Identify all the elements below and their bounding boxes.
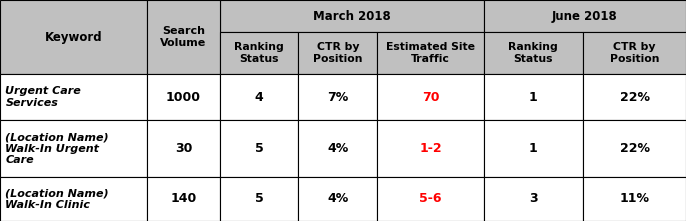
Text: 7%: 7% [327,91,348,104]
Bar [147,0,220,74]
Text: Estimated Site
Traffic: Estimated Site Traffic [386,42,475,64]
Text: 1: 1 [529,142,538,155]
Bar [484,120,583,177]
Text: CTR by
Position: CTR by Position [610,42,659,64]
Bar [377,74,484,120]
Bar [0,74,147,120]
Text: 1000: 1000 [166,91,201,104]
Bar [583,177,686,221]
Bar [220,74,298,120]
Bar [484,0,686,32]
Bar [0,0,147,74]
Text: 3: 3 [529,192,538,205]
Text: 4%: 4% [327,142,348,155]
Bar [298,120,377,177]
Text: 1: 1 [529,91,538,104]
Text: 22%: 22% [619,142,650,155]
Text: 4%: 4% [327,192,348,205]
Text: March 2018: March 2018 [313,10,390,23]
Text: CTR by
Position: CTR by Position [313,42,363,64]
Bar [0,120,147,177]
Text: Ranking
Status: Ranking Status [234,42,284,64]
Bar [147,177,220,221]
Bar [583,74,686,120]
Bar [484,32,583,74]
Text: 22%: 22% [619,91,650,104]
Bar [220,120,298,177]
Text: 4: 4 [255,91,263,104]
Text: June 2018: June 2018 [552,10,617,23]
Bar [377,120,484,177]
Text: Keyword: Keyword [45,30,103,44]
Text: 1-2: 1-2 [419,142,442,155]
Bar [377,177,484,221]
Text: 140: 140 [170,192,197,205]
Text: 11%: 11% [619,192,650,205]
Bar [484,177,583,221]
Text: (Location Name)
Walk-In Urgent
Care: (Location Name) Walk-In Urgent Care [5,132,109,165]
Text: (Location Name)
Walk-In Clinic: (Location Name) Walk-In Clinic [5,188,109,210]
Bar [220,177,298,221]
Bar [377,32,484,74]
Bar [298,74,377,120]
Bar [583,120,686,177]
Text: 70: 70 [422,91,439,104]
Text: Ranking
Status: Ranking Status [508,42,558,64]
Text: 5-6: 5-6 [419,192,442,205]
Text: Search
Volume: Search Volume [161,26,206,48]
Bar [484,74,583,120]
Bar [147,120,220,177]
Bar [583,32,686,74]
Text: 5: 5 [255,142,263,155]
Bar [298,177,377,221]
Bar [147,74,220,120]
Text: 5: 5 [255,192,263,205]
Bar [0,177,147,221]
Bar [220,0,484,32]
Bar [220,32,298,74]
Text: 30: 30 [175,142,192,155]
Text: Urgent Care
Services: Urgent Care Services [5,86,81,108]
Bar [298,32,377,74]
